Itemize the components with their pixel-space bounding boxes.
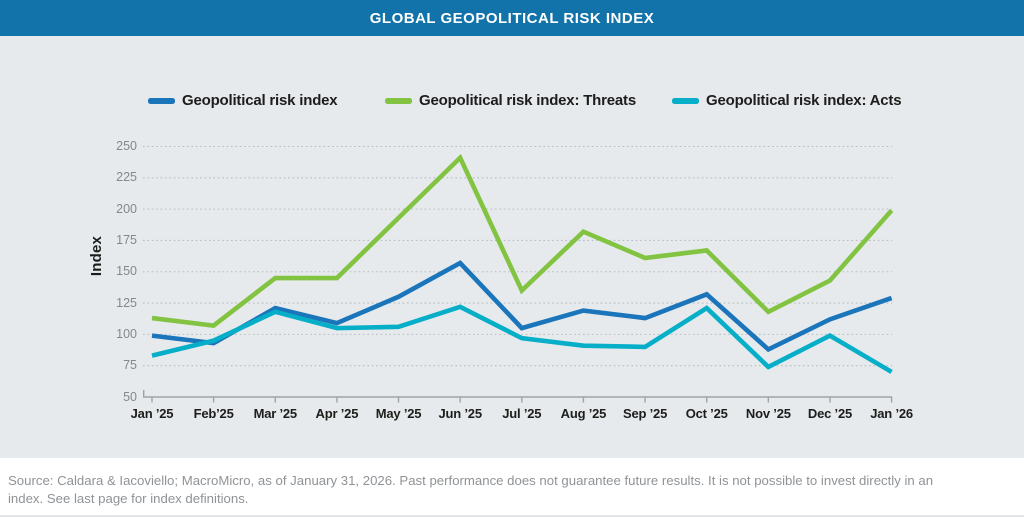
y-tick-label: 100 [116,326,137,341]
y-tick-label: 250 [116,139,137,153]
legend-item: Geopolitical risk index: Threats [385,92,636,109]
x-tick-label: Apr ’25 [315,406,359,421]
source-note: Source: Caldara & Iacoviello; MacroMicro… [0,458,1024,515]
x-tick-label: Jul ’25 [502,406,542,421]
legend-label: Geopolitical risk index: Acts [706,92,902,109]
x-tick-label: May ’25 [375,406,422,421]
legend-label: Geopolitical risk index: Threats [419,92,636,109]
x-tick-label: Dec ’25 [807,406,853,421]
series-line-1 [151,153,894,329]
x-tick-label: Oct ’25 [685,406,728,421]
x-tick-label: Jan ’26 [870,406,913,421]
legend-label: Geopolitical risk index [182,92,338,109]
source-line-2: index. See last page for index definitio… [8,490,249,506]
series-line-0 [151,260,893,353]
x-tick-label: Aug ’25 [560,406,607,421]
x-axis [142,390,893,403]
legend-swatch-icon [385,97,412,104]
legend-item: Geopolitical risk index [148,92,338,109]
legend-item: Geopolitical risk index: Acts [672,92,902,109]
x-tick-label: Mar ’25 [253,406,298,421]
y-tick-label: 175 [116,232,137,247]
series-lines [151,153,894,374]
y-tick-label: 75 [123,358,137,373]
source-line-1: Source: Caldara & Iacoviello; MacroMicro… [8,473,934,488]
series-line-2 [151,304,893,374]
x-tick-label: Nov ’25 [745,406,791,421]
y-tick-label: 200 [116,201,137,216]
chart-title-bar: GLOBAL GEOPOLITICAL RISK INDEX [0,0,1024,36]
chart-panel: Geopolitical risk index Geopolitical risk… [0,36,1024,458]
chart-plot [142,145,894,403]
x-tick-label: Jun ’25 [438,406,482,421]
gridlines [143,145,892,367]
x-tick-label: Sep ’25 [622,406,668,421]
legend-swatch-icon [672,97,699,104]
legend-swatch-icon [148,97,175,104]
y-tick-label: 150 [116,264,137,279]
x-tick-label: Feb’25 [193,406,234,421]
y-tick-label: 125 [116,295,137,310]
x-tick-label: Jan ’25 [130,406,174,421]
y-tick-label: 225 [116,170,137,185]
y-tick-label: 50 [123,389,137,404]
chart-title: GLOBAL GEOPOLITICAL RISK INDEX [369,9,655,27]
